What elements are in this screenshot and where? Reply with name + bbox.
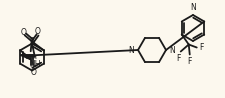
Text: NH: NH xyxy=(29,60,40,69)
Text: F: F xyxy=(199,43,203,52)
Text: N: N xyxy=(189,3,195,12)
Text: N: N xyxy=(169,45,174,54)
Text: O: O xyxy=(30,68,36,77)
Text: O: O xyxy=(21,28,27,37)
Text: N: N xyxy=(128,45,134,54)
Text: CH₃: CH₃ xyxy=(24,54,37,60)
Text: F: F xyxy=(187,57,191,66)
Text: O: O xyxy=(35,27,40,36)
Text: S: S xyxy=(29,37,34,46)
Text: F: F xyxy=(175,54,180,63)
